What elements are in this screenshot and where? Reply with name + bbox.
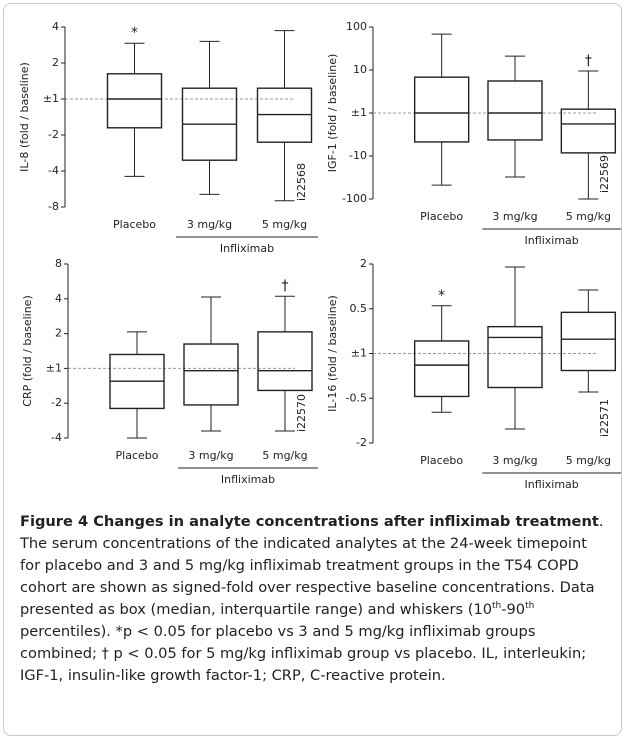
y-tick-label: -100 — [342, 192, 367, 205]
caption-text: -90 — [501, 601, 526, 618]
box — [487, 325, 543, 389]
x-tick-label: 3 mg/kg — [188, 449, 233, 462]
box — [413, 76, 470, 143]
y-tick-label: 4 — [55, 292, 62, 305]
panel-id: i22569 — [598, 155, 611, 193]
group-label: Infliximab — [525, 478, 579, 491]
y-tick-label: 8 — [55, 257, 62, 270]
caption-sup: th — [525, 601, 535, 612]
y-tick-label: -0.5 — [346, 391, 367, 404]
y-tick-label: 100 — [346, 20, 367, 33]
significance-mark: † — [585, 53, 592, 69]
box — [560, 108, 617, 154]
group-label: Infliximab — [220, 242, 274, 255]
caption: Figure 4 Changes in analyte concentratio… — [20, 511, 610, 687]
y-tick-label: 2 — [52, 56, 59, 69]
caption-text: . The serum concentrations of the indica… — [20, 513, 604, 618]
x-tick-label: 5 mg/kg — [262, 449, 307, 462]
y-axis-label: CRP (fold / baseline) — [21, 295, 34, 406]
x-tick-label: 5 mg/kg — [566, 454, 611, 467]
x-tick-label: Placebo — [113, 218, 156, 231]
y-tick-label: -2 — [51, 396, 62, 409]
caption-sup: th — [492, 601, 502, 612]
y-tick-label: -4 — [51, 431, 62, 444]
y-tick-label: 2 — [55, 327, 62, 340]
y-axis-label: IL-16 (fold / baseline) — [326, 295, 339, 412]
y-tick-label: -2 — [48, 128, 59, 141]
x-tick-label: Placebo — [420, 454, 463, 467]
y-tick-label: ±1 — [43, 92, 59, 105]
significance-mark: * — [131, 25, 138, 41]
group-label: Infliximab — [221, 473, 275, 486]
y-tick-label: -10 — [349, 149, 367, 162]
figure-frame — [3, 3, 622, 736]
box — [183, 343, 239, 406]
x-tick-label: 3 mg/kg — [492, 210, 537, 223]
y-tick-label: 0.5 — [350, 302, 368, 315]
x-tick-label: 3 mg/kg — [492, 454, 537, 467]
box — [413, 340, 470, 398]
y-tick-label: -8 — [48, 200, 59, 213]
y-tick-label: -4 — [48, 164, 59, 177]
y-tick-label: 4 — [52, 20, 59, 33]
figure-panels: 4 2 ±1 -2 -4 -8 IL-8 (fold / baseline) i22568 Pl… — [18, 20, 621, 491]
box — [257, 331, 313, 392]
group-label: Infliximab — [525, 234, 579, 247]
y-tick-label: ±1 — [46, 361, 62, 374]
significance-mark: * — [438, 288, 445, 304]
y-tick-label: ±1 — [351, 106, 367, 119]
x-tick-label: 5 mg/kg — [566, 210, 611, 223]
x-tick-label: 5 mg/kg — [262, 218, 307, 231]
x-tick-label: 3 mg/kg — [187, 218, 232, 231]
box — [106, 73, 163, 129]
y-tick-label: -2 — [356, 436, 367, 449]
y-tick-label: 2 — [360, 257, 367, 270]
significance-mark: † — [282, 278, 289, 294]
x-tick-label: Placebo — [420, 210, 463, 223]
panel-id: i22568 — [295, 163, 308, 201]
y-tick-label: 10 — [353, 63, 367, 76]
y-tick-label: ±1 — [351, 347, 367, 360]
caption-title: Figure 4 Changes in analyte concentratio… — [20, 513, 599, 530]
panel-id: i22570 — [295, 394, 308, 432]
box — [487, 80, 543, 141]
y-axis-label: IGF-1 (fold / baseline) — [326, 54, 339, 173]
box — [560, 311, 617, 372]
caption-text: percentiles). *p < 0.05 for placebo vs 3… — [20, 623, 587, 684]
x-tick-label: Placebo — [116, 449, 159, 462]
y-axis-label: IL-8 (fold / baseline) — [18, 62, 31, 172]
panel-id: i22571 — [598, 399, 611, 437]
